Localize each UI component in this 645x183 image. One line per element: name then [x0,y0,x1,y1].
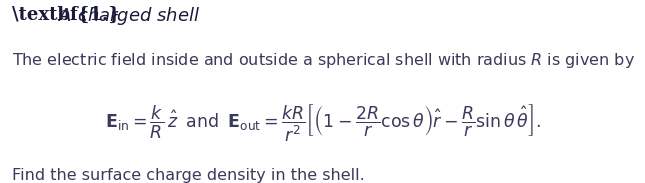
Text: $\mathbf{E}_{\mathrm{in}} = \dfrac{k}{R}\,\hat{z}$$\;\;\mathrm{and}\;\;$$\mathbf: $\mathbf{E}_{\mathrm{in}} = \dfrac{k}{R}… [104,102,541,144]
Text: Find the surface charge density in the shell.: Find the surface charge density in the s… [12,168,364,183]
Text: The electric field inside and outside a spherical shell with radius $R$ is given: The electric field inside and outside a … [12,51,635,70]
Text: $\mathit{A\ charged\ shell}$: $\mathit{A\ charged\ shell}$ [58,5,201,27]
Text: \textbf{1.}: \textbf{1.} [12,5,119,23]
